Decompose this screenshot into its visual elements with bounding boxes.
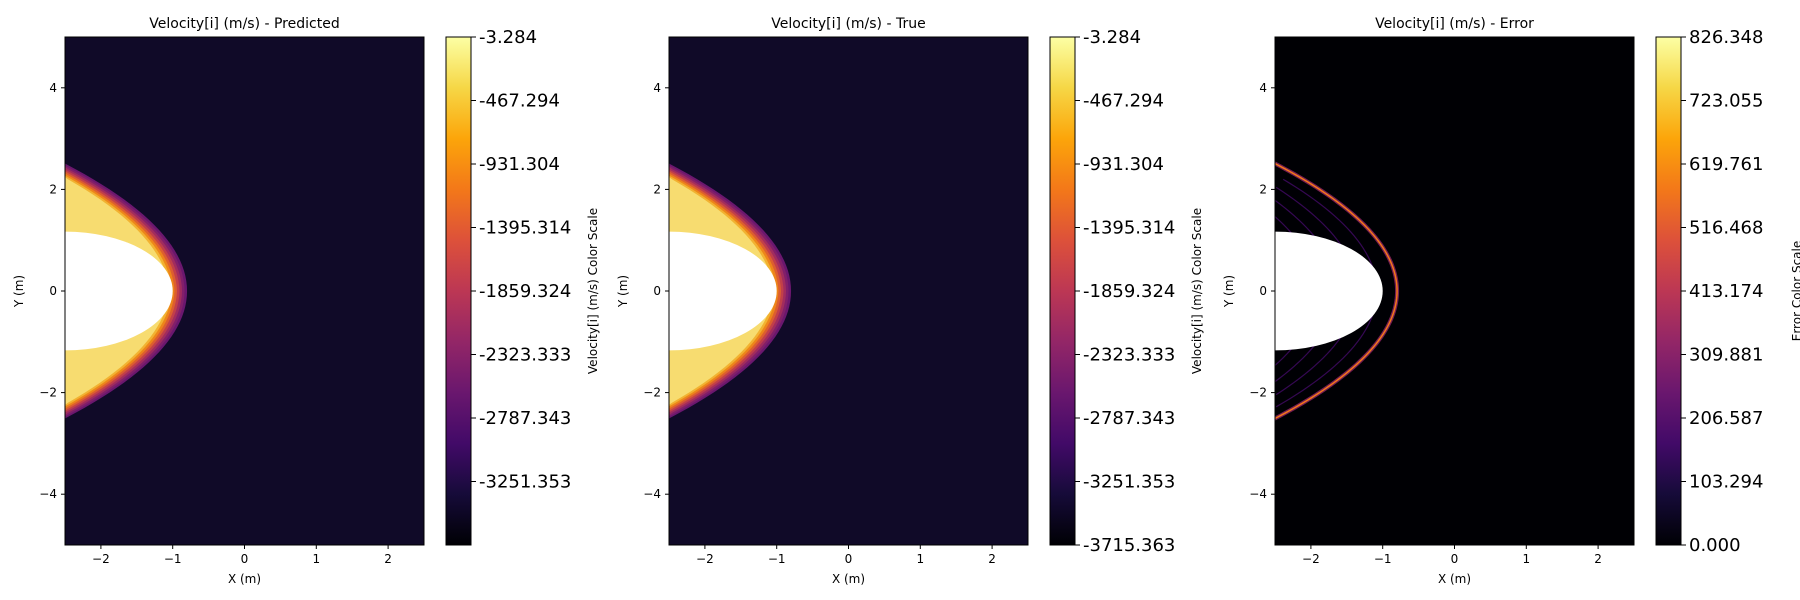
y-tick-label: −4: [39, 487, 57, 501]
x-tick-label: 0: [241, 552, 249, 566]
colorbar: -3.284 -467.294 -931.304 -1395.314 -1859.324…: [1049, 27, 1204, 556]
colorbar-tick-label: 309.881: [1689, 344, 1763, 365]
x-axis-label: X (m): [832, 572, 865, 586]
y-axis-label: Y (m): [12, 275, 26, 308]
colorbar-tick-label: -2323.333: [479, 344, 571, 365]
y-tick-label: 2: [1259, 182, 1267, 196]
x-tick-label: 2: [384, 552, 392, 566]
colorbar-gradient: [1049, 36, 1076, 546]
colorbar-tick-label: 0.000: [1689, 535, 1741, 556]
x-tick-label: 1: [312, 552, 320, 566]
colorbar-ticks: -3.284 -467.294 -931.304 -1395.314 -1859.324…: [1075, 27, 1175, 556]
colorbar-label: Velocity[i] (m/s) Color Scale: [586, 208, 600, 374]
panel-predicted: Velocity[i] (m/s) - Predicted −2 −1 0 1 2 −4…: [12, 16, 600, 586]
x-tick-label: −1: [768, 552, 786, 566]
plot-title: Velocity[i] (m/s) - True: [771, 16, 925, 32]
colorbar-tick-label: -931.304: [479, 154, 560, 175]
y-tick-label: −2: [39, 386, 57, 400]
x-axis: −2 −1 0 1 2: [1302, 545, 1602, 566]
colorbar-tick-label: -2787.343: [1083, 408, 1175, 429]
colorbar-tick-label: 103.294: [1689, 471, 1763, 492]
colorbar-tick-label: 826.348: [1689, 27, 1763, 48]
colorbar: 826.348 723.055 619.761 516.468 413.174 309.8…: [1655, 27, 1800, 556]
y-axis: −4 −2 0 2 4: [39, 81, 65, 501]
body-shape: [65, 231, 173, 351]
colorbar-tick-label: -3251.353: [479, 471, 571, 492]
y-axis: −4 −2 0 2 4: [1249, 81, 1275, 501]
y-axis: −4 −2 0 2 4: [643, 81, 669, 501]
colorbar-tick-label: -467.294: [479, 91, 560, 112]
colorbar-tick-label: -3.284: [1083, 27, 1141, 48]
colorbar: -3.284 -467.294 -931.304 -1395.314 -1859.324…: [445, 27, 600, 546]
y-axis-label: Y (m): [1222, 275, 1236, 308]
body-shape: [669, 231, 777, 351]
colorbar-tick-label: 206.587: [1689, 408, 1763, 429]
colorbar-ticks: 826.348 723.055 619.761 516.468 413.174 309.8…: [1681, 27, 1763, 556]
x-tick-label: 0: [845, 552, 853, 566]
colorbar-tick-label: 413.174: [1689, 281, 1763, 302]
colorbar-tick-label: -2323.333: [1083, 344, 1175, 365]
x-tick-label: 0: [1451, 552, 1459, 566]
panel-true: Velocity[i] (m/s) - True −2 −1 0 1 2 −4 −2 0 2 4…: [616, 16, 1204, 586]
y-axis-label: Y (m): [616, 275, 630, 308]
y-tick-label: −4: [1249, 487, 1267, 501]
colorbar-tick-label: -3.284: [479, 27, 537, 48]
colorbar-label: Error Color Scale: [1790, 241, 1800, 342]
colorbar-ticks: -3.284 -467.294 -931.304 -1395.314 -1859.324…: [471, 27, 571, 492]
colorbar-tick-label: 619.761: [1689, 154, 1763, 175]
colorbar-label: Velocity[i] (m/s) Color Scale: [1190, 208, 1204, 374]
colorbar-tick-label: -1395.314: [1083, 218, 1175, 239]
plot-title: Velocity[i] (m/s) - Error: [1375, 16, 1534, 32]
x-tick-label: −2: [696, 552, 714, 566]
x-tick-label: −2: [92, 552, 110, 566]
x-tick-label: −2: [1302, 552, 1320, 566]
colorbar-gradient: [1655, 36, 1682, 546]
colorbar-tick-label: -467.294: [1083, 91, 1164, 112]
colorbar-tick-label: -3251.353: [1083, 471, 1175, 492]
x-tick-label: 2: [1594, 552, 1602, 566]
plot-title: Velocity[i] (m/s) - Predicted: [149, 16, 339, 32]
x-tick-label: 1: [1522, 552, 1530, 566]
y-tick-label: 4: [1259, 81, 1267, 95]
colorbar-tick-label: 723.055: [1689, 90, 1763, 111]
y-tick-label: 0: [49, 284, 57, 298]
y-tick-label: 0: [1259, 284, 1267, 298]
x-tick-label: 2: [988, 552, 996, 566]
y-tick-label: −2: [1249, 386, 1267, 400]
colorbar-tick-label: -1859.324: [479, 281, 571, 302]
heatmap-field: [65, 37, 424, 545]
body-shape: [1275, 231, 1383, 351]
y-tick-label: 4: [49, 81, 57, 95]
colorbar-tick-label: -2787.343: [479, 408, 571, 429]
colorbar-tick-label: -1395.314: [479, 218, 571, 239]
y-tick-label: −4: [643, 487, 661, 501]
heatmap-field: [669, 37, 1028, 545]
colorbar-gradient: [445, 36, 472, 546]
colorbar-tick-label: 516.468: [1689, 217, 1763, 238]
y-tick-label: −2: [643, 386, 661, 400]
colorbar-tick-label: -3715.363: [1083, 535, 1175, 556]
y-tick-label: 2: [49, 182, 57, 196]
x-axis-label: X (m): [1438, 572, 1471, 586]
y-tick-label: 4: [653, 81, 661, 95]
x-axis-label: X (m): [228, 572, 261, 586]
panel-error: Velocity[i] (m/s) - Error −2 −1 0 1 2 −4 −2 0 2…: [1222, 16, 1800, 586]
colorbar-tick-label: -1859.324: [1083, 281, 1175, 302]
x-tick-label: 1: [916, 552, 924, 566]
x-tick-label: −1: [164, 552, 182, 566]
y-tick-label: 2: [653, 182, 661, 196]
x-tick-label: −1: [1374, 552, 1392, 566]
x-axis: −2 −1 0 1 2: [92, 545, 392, 566]
y-tick-label: 0: [653, 284, 661, 298]
colorbar-tick-label: -931.304: [1083, 154, 1164, 175]
x-axis: −2 −1 0 1 2: [696, 545, 996, 566]
heatmap-field: [1275, 37, 1634, 545]
error-shock-core: [1275, 162, 1398, 420]
